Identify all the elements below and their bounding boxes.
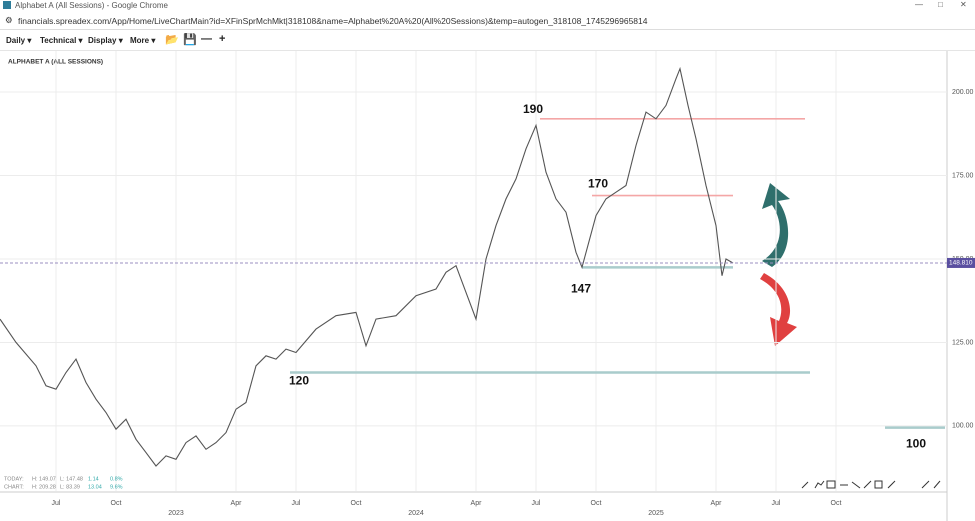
x-tick-label: Apr <box>711 500 723 507</box>
toolbar-button[interactable]: 📂 <box>165 34 179 46</box>
level-annotation: 100 <box>906 437 926 451</box>
address-bar: ⚙ financials.spreadex.com/App/Home/LiveC… <box>0 11 975 30</box>
x-tick-label: Oct <box>351 500 362 507</box>
y-tick-label: 200.00 <box>952 89 974 96</box>
tool-icon[interactable] <box>874 480 883 489</box>
x-tick-label: Jul <box>772 500 781 507</box>
info-text: 9.6% <box>110 484 123 490</box>
window-title: Alphabet A (All Sessions) - Google Chrom… <box>15 1 168 10</box>
price-line <box>0 66 734 467</box>
chart: ALPHABET A (ALL SESSIONS) 100.00125.0015… <box>0 51 975 521</box>
tool-icon[interactable] <box>863 480 872 489</box>
toolbar-button[interactable]: 💾 <box>183 34 197 46</box>
browser-title-bar: Alphabet A (All Sessions) - Google Chrom… <box>0 0 975 11</box>
menu[interactable]: Technical ▾ <box>40 36 83 45</box>
x-tick-label: Apr <box>231 500 243 507</box>
x-tick-label: Oct <box>831 500 842 507</box>
tool-icon[interactable] <box>801 481 809 489</box>
y-tick-label: 175.00 <box>952 172 974 179</box>
x-year-label: 2023 <box>168 510 184 517</box>
info-text: 0.8% <box>110 476 123 482</box>
menu[interactable]: Daily ▾ <box>6 36 32 45</box>
current-price-box <box>947 257 975 268</box>
y-tick-label: 100.00 <box>952 423 974 430</box>
x-tick-label: Jul <box>52 500 61 507</box>
info-text: CHART: <box>4 484 24 490</box>
x-tick-label: Jul <box>292 500 301 507</box>
info-text: 13.04 <box>88 484 102 490</box>
x-tick-label: Oct <box>111 500 122 507</box>
site-info-icon[interactable]: ⚙ <box>5 15 13 25</box>
drawing-tools <box>801 480 941 489</box>
down-arrow <box>760 273 797 346</box>
maximize[interactable]: □ <box>938 0 943 9</box>
url[interactable]: financials.spreadex.com/App/Home/LiveCha… <box>18 16 648 26</box>
menu[interactable]: More ▾ <box>130 36 156 45</box>
x-tick-label: Jul <box>532 500 541 507</box>
level-annotation: 147 <box>571 281 591 295</box>
tool-icon[interactable] <box>921 480 930 489</box>
info-text: H: 209.28 <box>32 484 56 490</box>
chart-toolbar: Daily ▾ Technical ▾ Display ▾ More ▾ 📂 💾 — + <box>0 30 975 51</box>
x-tick-label: Apr <box>471 500 483 507</box>
tool-icon[interactable] <box>814 480 825 489</box>
info-text: 1.14 <box>88 476 99 482</box>
tool-icon[interactable] <box>851 481 861 489</box>
y-tick-label: 125.00 <box>952 339 974 346</box>
level-annotation: 170 <box>588 177 608 191</box>
current-price-label: 148.810 <box>949 260 973 267</box>
info-text: L: 147.48 <box>60 476 83 482</box>
x-year-label: 2024 <box>408 510 424 517</box>
plot-area <box>0 51 947 491</box>
toolbar-button[interactable]: + <box>219 33 226 45</box>
app-icon <box>3 1 11 9</box>
toolbar-button[interactable]: — <box>201 33 212 45</box>
tool-icon[interactable] <box>826 480 836 489</box>
x-year-label: 2025 <box>648 510 664 517</box>
info-text: L: 83.39 <box>60 484 80 490</box>
up-arrow <box>762 183 790 267</box>
tool-icon[interactable] <box>887 480 896 489</box>
x-tick-label: Oct <box>591 500 602 507</box>
info-text: H: 149.07 <box>32 476 56 482</box>
info-text: TODAY: <box>4 476 24 482</box>
close[interactable]: ✕ <box>960 0 967 9</box>
menu[interactable]: Display ▾ <box>88 36 123 45</box>
level-annotation: 190 <box>523 102 543 116</box>
minimize[interactable]: — <box>915 0 923 9</box>
tool-icon[interactable] <box>933 480 941 489</box>
level-annotation: 120 <box>289 374 309 388</box>
